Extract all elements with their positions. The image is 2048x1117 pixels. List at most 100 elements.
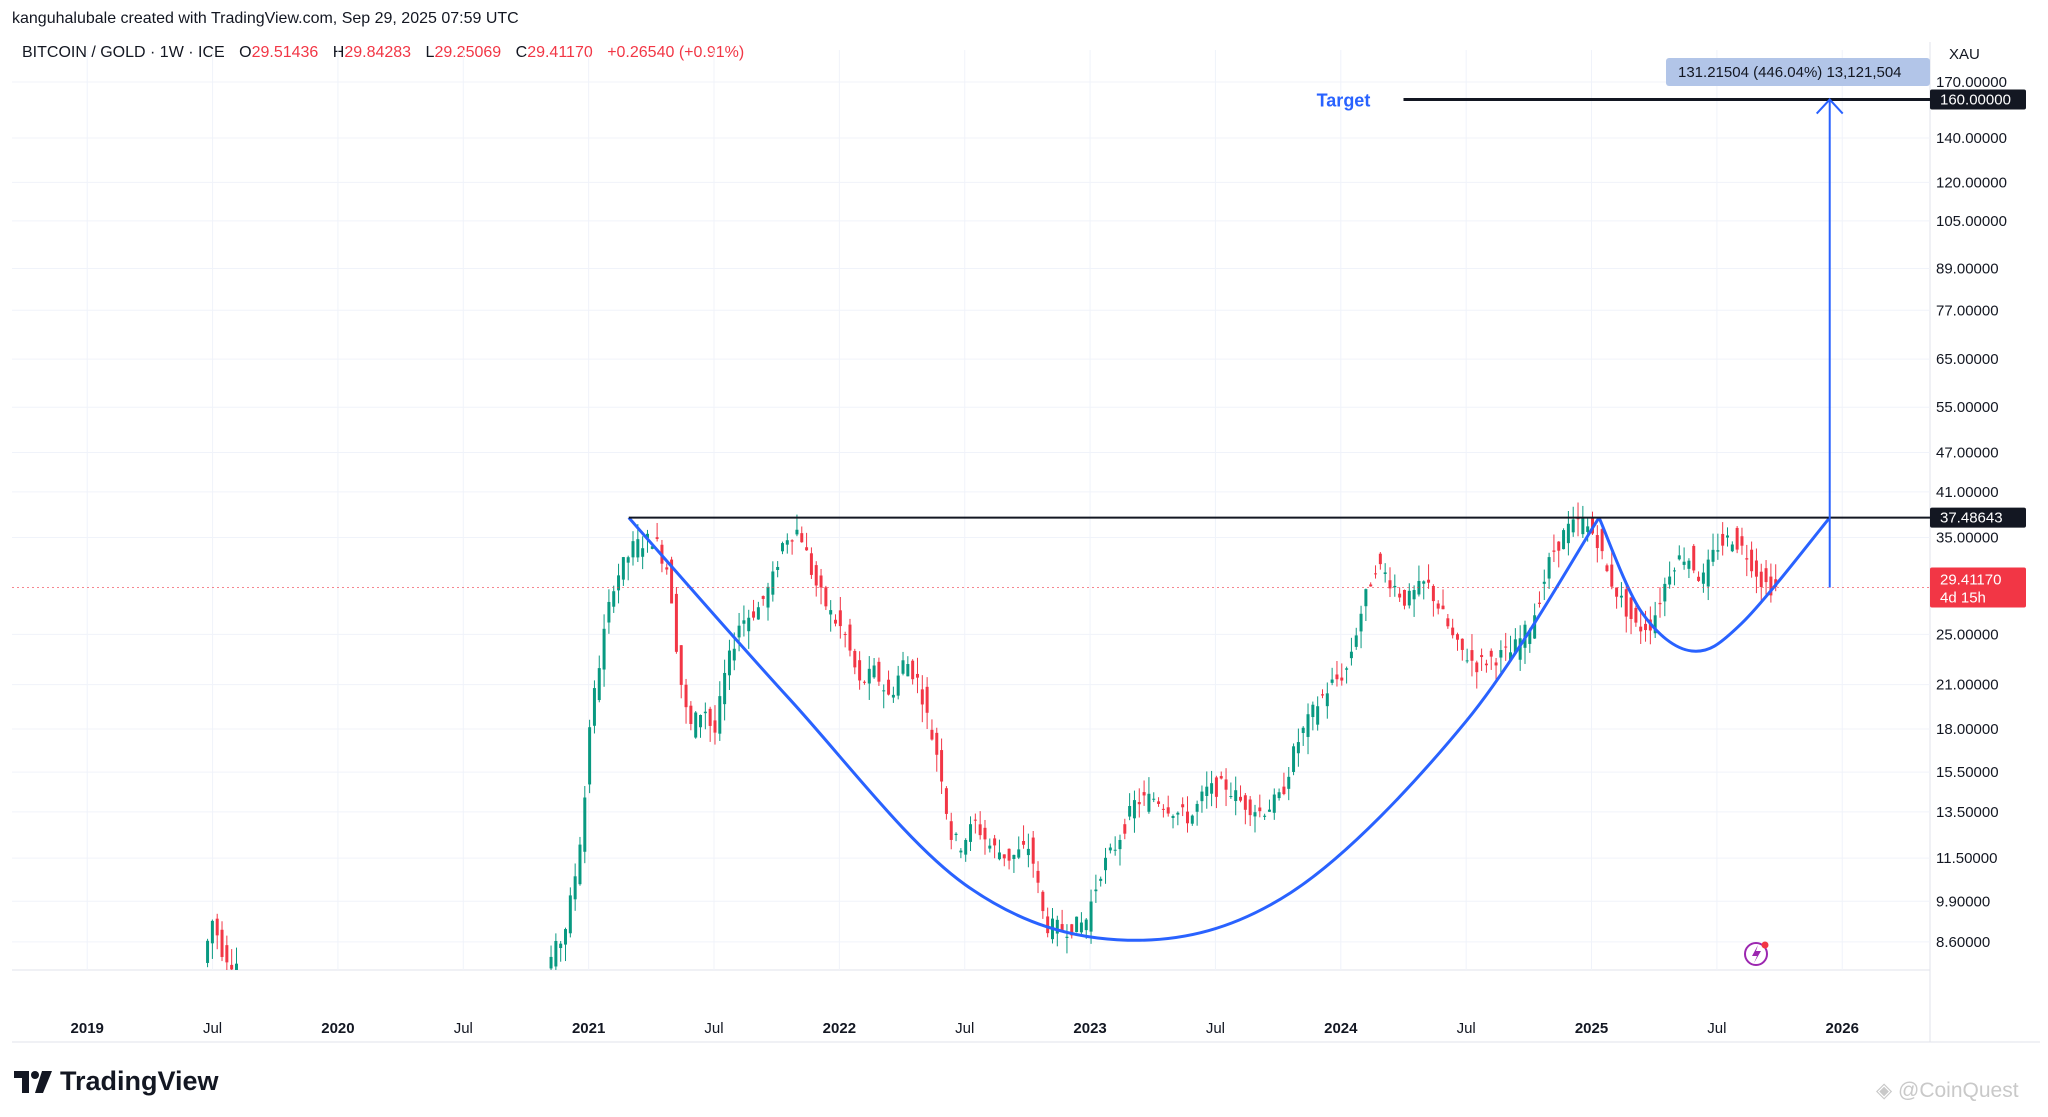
candle (549, 945, 553, 970)
candle-body (1571, 519, 1575, 533)
candle (1349, 637, 1353, 666)
currency-label[interactable]: XAU (1949, 46, 1980, 63)
x-tick-label: Jul (203, 1020, 222, 1037)
candle (915, 657, 919, 694)
candle (766, 582, 770, 621)
candle (809, 547, 813, 579)
candle-body (935, 732, 939, 755)
candle (1277, 788, 1281, 801)
candle (1248, 796, 1252, 827)
high-value: 29.84283 (344, 44, 412, 61)
candle-body (1629, 597, 1633, 619)
candle (655, 522, 659, 542)
candle-body (809, 553, 813, 575)
candle (1065, 924, 1069, 954)
x-tick-label: Jul (1206, 1020, 1225, 1037)
candle (1296, 728, 1300, 767)
candle (1205, 771, 1209, 809)
candle (752, 599, 756, 621)
candle (1026, 833, 1030, 868)
snapshot-icon[interactable] (1744, 941, 1769, 966)
candle (1759, 563, 1763, 601)
candle (983, 819, 987, 855)
candle (1272, 788, 1276, 820)
candle-body (1132, 800, 1136, 819)
candle (1721, 522, 1725, 556)
candle-body (1480, 655, 1484, 658)
candle-body (1730, 544, 1734, 552)
candle-body (1374, 573, 1378, 575)
candle (1427, 564, 1431, 589)
candle (872, 657, 876, 679)
candle (1060, 909, 1064, 932)
candle-body (1383, 572, 1387, 575)
candle (814, 561, 818, 597)
candle-body (843, 633, 847, 635)
candle-body (862, 681, 866, 683)
measure-label: 131.21504 (446.04%) 13,121,504 (1666, 58, 1930, 86)
candle-body (1306, 714, 1310, 737)
candle-body (1272, 794, 1276, 813)
candle-body (940, 750, 944, 782)
candle-body (602, 628, 606, 670)
candle (1243, 792, 1247, 825)
candle-body (785, 540, 789, 545)
y-tick-label: 9.90000 (1936, 893, 1990, 910)
candle (1692, 544, 1696, 574)
symbol-name[interactable]: BITCOIN / GOLD · 1W · ICE (22, 44, 225, 61)
candle (978, 811, 982, 840)
candle-body (1354, 635, 1358, 647)
candle (1224, 768, 1228, 807)
candle (1740, 527, 1744, 555)
candle-body (1465, 660, 1469, 662)
candle-body (1022, 840, 1026, 845)
candle-body (1181, 804, 1185, 808)
candle-body (771, 571, 775, 595)
candle-body (1287, 776, 1291, 789)
candle-body (215, 918, 219, 936)
candle (1624, 580, 1628, 633)
candle-body (1677, 555, 1681, 560)
candle (1152, 792, 1156, 803)
candle (699, 714, 703, 738)
y-tick-label: 8.60000 (1936, 934, 1990, 951)
candle (1079, 912, 1083, 935)
candle-body (790, 540, 794, 542)
candle (1263, 813, 1267, 820)
candle-body (1094, 889, 1098, 892)
candle (1354, 627, 1358, 650)
tradingview-logo[interactable]: TradingView (14, 1066, 219, 1097)
y-tick-label: 15.50000 (1936, 764, 1999, 781)
resistance-price-tag: 37.48643 (1930, 507, 2026, 528)
candle-body (1619, 595, 1623, 598)
candle-body (766, 586, 770, 608)
candle-body (713, 720, 717, 733)
candle (848, 618, 852, 657)
candle-body (814, 565, 818, 586)
candle (636, 524, 640, 563)
candle-body (1301, 727, 1305, 733)
candle-body (1547, 557, 1551, 579)
candle (1730, 541, 1734, 553)
candle-body (1079, 922, 1083, 933)
candle (1605, 563, 1609, 573)
candle-body (621, 557, 625, 580)
candle (1267, 799, 1271, 812)
candle-body (1026, 848, 1030, 856)
candle (674, 587, 678, 654)
candle (1306, 703, 1310, 755)
candle (1099, 876, 1103, 887)
candle-body (1253, 812, 1257, 817)
candle-body (1345, 668, 1349, 670)
target-label: Target (1317, 91, 1371, 111)
candle (906, 656, 910, 677)
x-tick-label: 2026 (1826, 1020, 1859, 1037)
candle-body (1378, 553, 1382, 565)
candle (723, 659, 727, 721)
candle (843, 631, 847, 648)
candle (694, 711, 698, 739)
candle (1687, 558, 1691, 579)
y-tick-label: 25.00000 (1936, 626, 1999, 643)
